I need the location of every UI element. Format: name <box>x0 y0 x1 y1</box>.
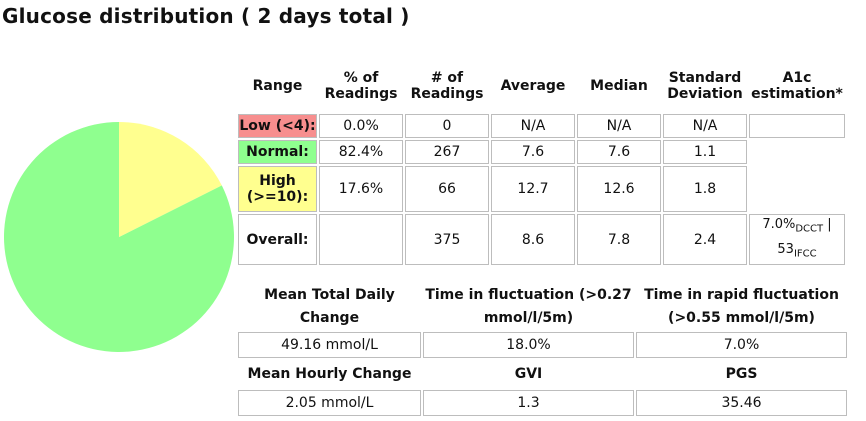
header-a1c: A1c estimation* <box>751 70 843 102</box>
a1c-dcct-value: 7.0% <box>762 217 796 232</box>
median-low: N/A <box>577 114 661 138</box>
header-range: Range <box>252 78 303 94</box>
time-in-rapid-fluctuation-value: 7.0% <box>636 332 847 358</box>
blank-cell <box>749 140 845 164</box>
a1c-ifcc-value: 53 <box>777 241 794 257</box>
header-gvi: GVI <box>514 365 543 382</box>
header-mean-daily-change: Mean Total Daily Change <box>264 287 395 326</box>
avg-overall: 8.6 <box>491 214 575 266</box>
a1c-empty <box>749 114 845 138</box>
table-row-normal: Normal: 82.4% 267 7.6 7.6 1.1 <box>238 140 845 164</box>
blank-cell <box>749 166 845 212</box>
header-row: Range % of Readings # of Readings Averag… <box>238 60 845 112</box>
a1c-ifcc-unit: IFCC <box>793 248 817 260</box>
table-row-low: Low (<4): 0.0% 0 N/A N/A N/A <box>238 114 845 138</box>
count-high: 66 <box>405 166 489 212</box>
fluctuation-table: Mean Total Daily Change Time in fluctuat… <box>236 282 849 418</box>
range-label-high: High (>=10): <box>238 166 317 212</box>
mean-daily-change-value: 49.16 mmol/L <box>238 332 421 358</box>
a1c-estimation: 7.0%DCCT | 53IFCC <box>749 214 845 266</box>
table-row-high: High (>=10): 17.6% 66 12.7 12.6 1.8 <box>238 166 845 212</box>
pct-high: 17.6% <box>319 166 403 212</box>
sd-normal: 1.1 <box>663 140 747 164</box>
time-in-fluctuation-value: 18.0% <box>423 332 634 358</box>
range-label-normal: Normal: <box>238 140 317 164</box>
sd-high: 1.8 <box>663 166 747 212</box>
header-average: Average <box>500 78 566 94</box>
header-mean-hourly-change: Mean Hourly Change <box>247 365 412 382</box>
avg-low: N/A <box>491 114 575 138</box>
pgs-value: 35.46 <box>636 390 847 416</box>
header-num-readings: # of Readings <box>410 70 484 102</box>
a1c-separator: | <box>827 217 832 232</box>
header-time-in-fluctuation: Time in fluctuation (>0.27 mmol/l/5m) <box>425 287 632 326</box>
fluct-header-row: Mean Total Daily Change Time in fluctuat… <box>238 284 847 330</box>
pct-low: 0.0% <box>319 114 403 138</box>
avg-normal: 7.6 <box>491 140 575 164</box>
header-median: Median <box>590 78 648 94</box>
header-pgs: PGS <box>725 365 758 382</box>
count-normal: 267 <box>405 140 489 164</box>
avg-high: 12.7 <box>491 166 575 212</box>
range-label-overall: Overall: <box>238 214 317 266</box>
median-overall: 7.8 <box>577 214 661 266</box>
fluct-value-row-2: 2.05 mmol/L 1.3 35.46 <box>238 390 847 416</box>
count-overall: 375 <box>405 214 489 266</box>
fluct-value-row: 49.16 mmol/L 18.0% 7.0% <box>238 332 847 358</box>
pie-slice-high-10 <box>119 122 222 237</box>
median-normal: 7.6 <box>577 140 661 164</box>
mean-hourly-change-value: 2.05 mmol/L <box>238 390 421 416</box>
a1c-dcct-unit: DCCT <box>795 223 824 235</box>
pct-overall <box>319 214 403 266</box>
range-label-low: Low (<4): <box>238 114 317 138</box>
header-std-dev: Standard Deviation <box>667 70 743 102</box>
count-low: 0 <box>405 114 489 138</box>
pct-normal: 82.4% <box>319 140 403 164</box>
sd-overall: 2.4 <box>663 214 747 266</box>
fluct-header-row-2: Mean Hourly Change GVI PGS <box>238 360 847 388</box>
table-row-overall: Overall: 375 8.6 7.8 2.4 7.0%DCCT | 53IF… <box>238 214 845 266</box>
header-pct-readings: % of Readings <box>324 70 398 102</box>
page-title: Glucose distribution ( 2 days total ) <box>2 4 410 28</box>
header-time-in-rapid-fluctuation: Time in rapid fluctuation (>0.55 mmol/l/… <box>644 287 839 326</box>
gvi-value: 1.3 <box>423 390 634 416</box>
glucose-pie-chart <box>3 122 234 352</box>
sd-low: N/A <box>663 114 747 138</box>
median-high: 12.6 <box>577 166 661 212</box>
glucose-stats-table: Range % of Readings # of Readings Averag… <box>236 58 847 267</box>
